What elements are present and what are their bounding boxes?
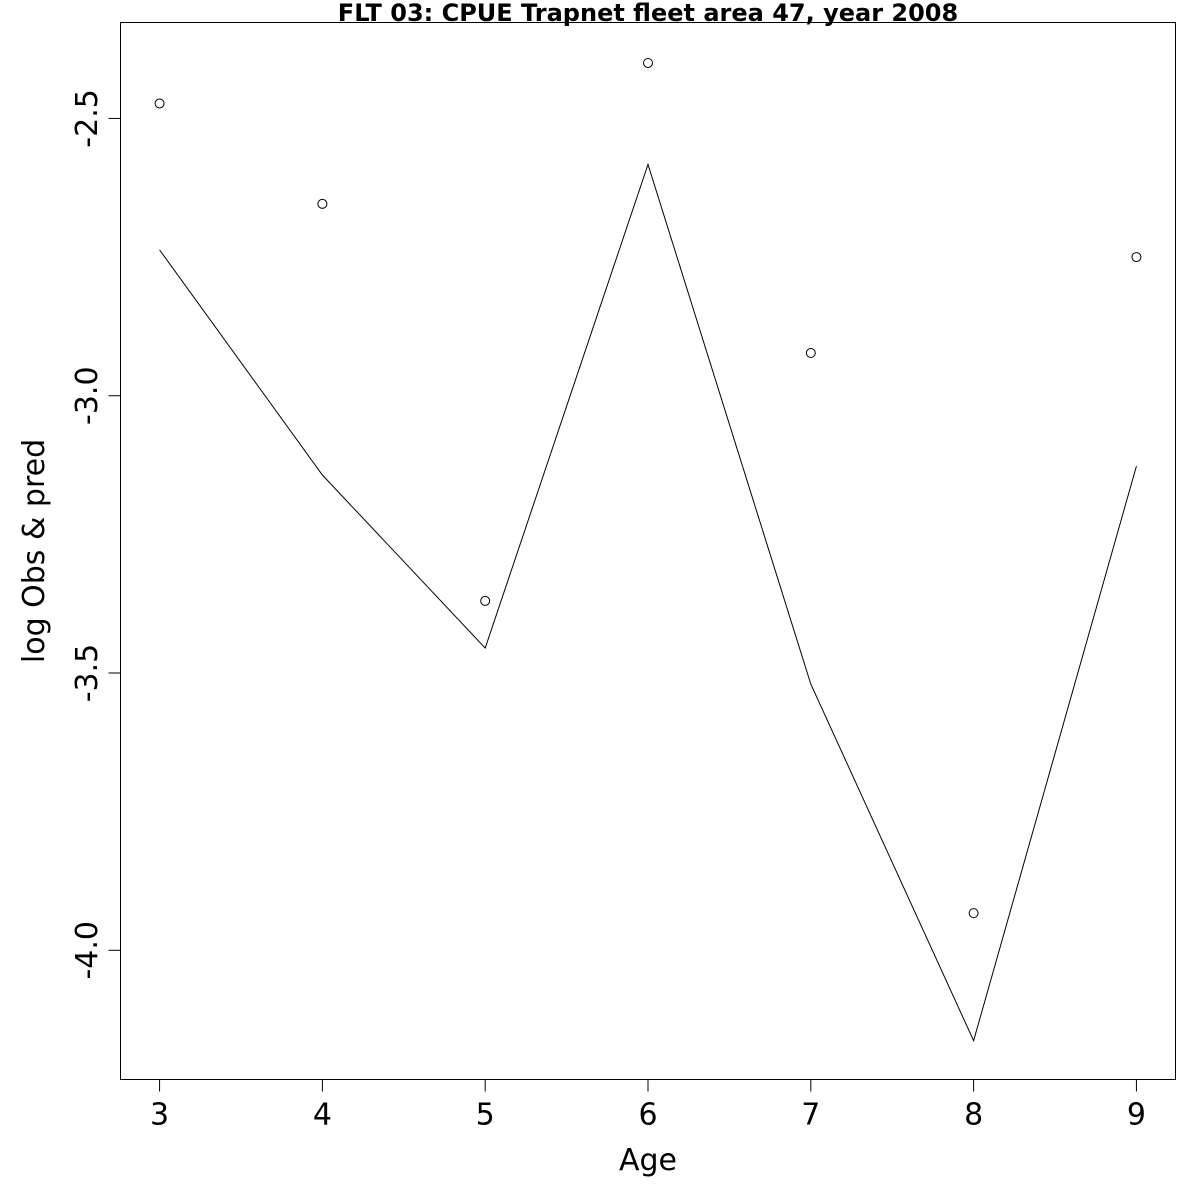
y-axis-label: log Obs & pred [17, 439, 52, 663]
observed-point [1131, 252, 1142, 263]
x-tick-label: 7 [801, 1098, 820, 1133]
y-tick-label: -3.0 [70, 366, 105, 425]
observed-point [154, 98, 165, 109]
observed-point [317, 198, 328, 209]
x-tick-label: 9 [1127, 1098, 1146, 1133]
x-tick-label: 5 [476, 1098, 495, 1133]
x-tick-label: 8 [964, 1098, 983, 1133]
observed-point [968, 908, 979, 919]
observed-point [805, 348, 816, 359]
y-axis: -2.5 -3.0 -3.5 -4.0 [70, 89, 121, 980]
y-tick-label: -3.5 [70, 644, 105, 703]
series-layer [154, 57, 1142, 1043]
x-axis-label: Age [619, 1143, 677, 1178]
plot-area-frame [120, 22, 1176, 1080]
x-tick-label: 4 [313, 1098, 332, 1133]
observed-point [643, 57, 653, 68]
x-axis: 3 4 5 6 7 8 9 [150, 1079, 1146, 1133]
x-tick-label: 3 [150, 1098, 169, 1133]
x-tick-label: 6 [638, 1098, 657, 1133]
predicted-line [159, 162, 1137, 1043]
observed-point [480, 595, 491, 606]
y-tick-label: -2.5 [70, 89, 105, 148]
y-tick-label: -4.0 [70, 921, 105, 980]
